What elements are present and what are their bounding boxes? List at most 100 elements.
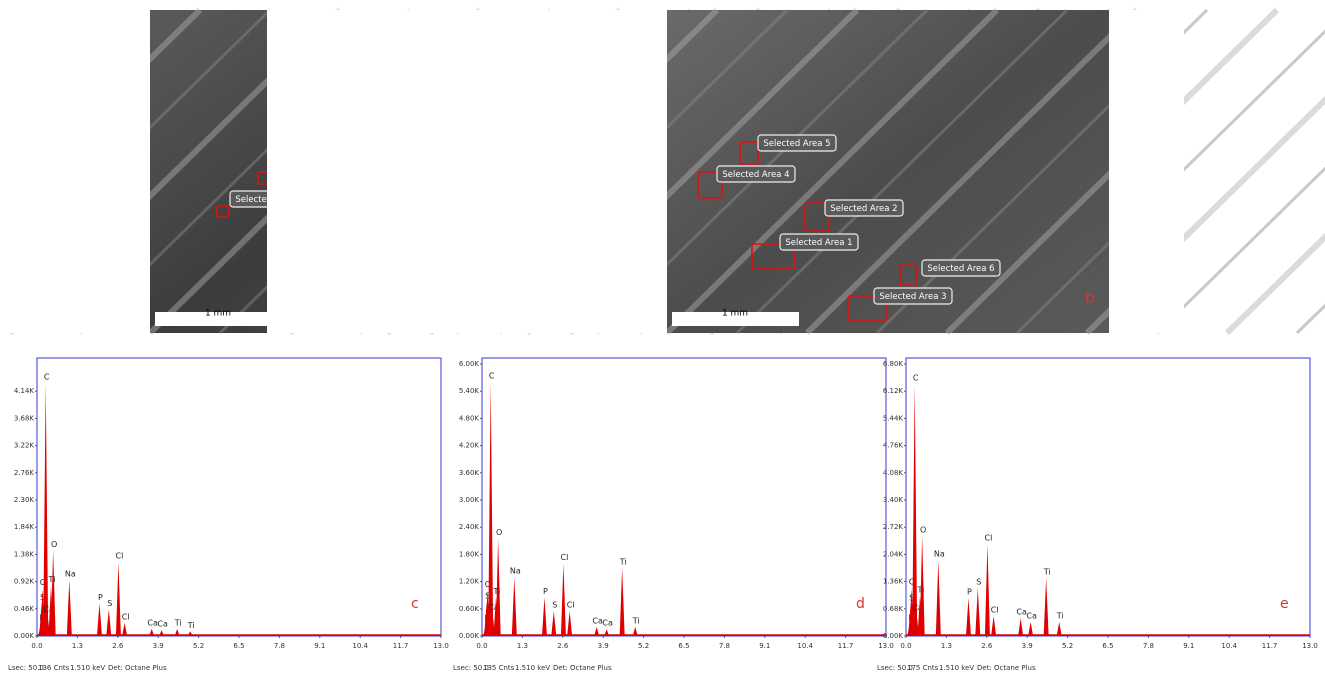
footer-text: Det: Octane Plus — [977, 664, 1036, 672]
x-tick-label: 10.4 — [1221, 642, 1237, 650]
panel-label: c — [411, 596, 419, 612]
peak-label: Ti — [174, 618, 182, 627]
peak-label: O — [51, 540, 57, 549]
y-tick-label: 3.68K — [14, 414, 35, 422]
y-tick-label: 4.76K — [883, 442, 904, 450]
footer-text: Det: Octane Plus — [108, 664, 167, 672]
peak-label: Na — [510, 567, 521, 576]
y-tick-label: 2.76K — [14, 469, 35, 477]
footer-text: Det: Octane Plus — [553, 664, 612, 672]
x-tick-label: 9.1 — [759, 642, 770, 650]
scale-bar-label: 1 mm — [205, 309, 231, 319]
y-tick-label: 0.60K — [459, 605, 480, 613]
y-tick-label: 3.60K — [459, 469, 480, 477]
y-tick-label: 2.04K — [883, 550, 904, 558]
peak-label: S — [976, 578, 981, 587]
panel-label: e — [1280, 596, 1289, 612]
x-tick-label: 6.5 — [233, 642, 244, 650]
scale-bar-base — [155, 319, 282, 326]
selected-area-label: Selected Area 2 — [830, 204, 897, 214]
peak-label: Na — [65, 569, 76, 578]
x-tick-label: 0.0 — [31, 642, 42, 650]
x-tick-label: 2.6 — [557, 642, 569, 650]
x-tick-label: 5.2 — [193, 642, 204, 650]
selected-area-label: Selected Area 5 — [763, 139, 830, 149]
x-tick-label: 9.1 — [1183, 642, 1194, 650]
footer-text: 1.510 keV — [939, 664, 974, 672]
peak-label: Cl — [991, 606, 999, 615]
x-tick-label: 3.9 — [1022, 642, 1033, 650]
x-tick-label: 5.2 — [1062, 642, 1073, 650]
peak-label: Ca — [157, 620, 168, 629]
peak-label: Cl — [985, 534, 993, 543]
scale-bar-base — [672, 319, 799, 326]
y-tick-label: 0.46K — [14, 605, 35, 613]
y-tick-label: 6.12K — [883, 387, 904, 395]
surface-ridge — [1227, 10, 1325, 333]
x-tick-label: 10.4 — [797, 642, 813, 650]
x-tick-label: 1.3 — [941, 642, 952, 650]
y-tick-label: 2.40K — [459, 523, 480, 531]
x-tick-label: 3.9 — [598, 642, 609, 650]
x-tick-label: 3.9 — [153, 642, 164, 650]
x-tick-label: 6.5 — [678, 642, 689, 650]
selected-area-label: Selected Area 6 — [927, 264, 994, 274]
peak-label: Ti — [632, 616, 640, 625]
y-tick-label: 6.00K — [459, 360, 480, 368]
x-tick-label: 5.2 — [638, 642, 649, 650]
x-tick-label: 2.6 — [112, 642, 124, 650]
y-tick-label: 3.22K — [14, 442, 35, 450]
x-tick-label: 11.7 — [838, 642, 854, 650]
peak-label: C — [44, 372, 50, 381]
y-tick-label: 0.68K — [883, 605, 904, 613]
y-tick-label: 1.38K — [14, 550, 35, 558]
footer-text: 135 Cnts — [483, 664, 515, 672]
x-tick-label: 6.5 — [1102, 642, 1113, 650]
footer-text: 136 Cnts — [38, 664, 70, 672]
y-tick-label: 6.80K — [883, 360, 904, 368]
y-tick-label: 1.36K — [883, 578, 904, 586]
x-tick-label: 13.0 — [878, 642, 894, 650]
y-tick-label: 2.30K — [14, 496, 35, 504]
y-tick-label: 0.92K — [14, 578, 35, 586]
peak-label: Cl — [116, 552, 124, 561]
y-tick-label: 0.00K — [883, 632, 904, 640]
peak-label: C — [913, 374, 919, 383]
x-tick-label: 1.3 — [72, 642, 83, 650]
peak-label: S — [107, 599, 112, 608]
y-tick-label: 1.80K — [459, 550, 480, 558]
micrograph-mask-l — [267, 10, 667, 333]
x-tick-label: 13.0 — [433, 642, 449, 650]
panel-label: b — [1085, 289, 1095, 307]
peak-label: Ti — [187, 621, 195, 630]
y-tick-label: 1.20K — [459, 578, 480, 586]
y-tick-label: 0.00K — [14, 632, 35, 640]
x-tick-label: 11.7 — [393, 642, 409, 650]
selected-area-label: Selected Area 1 — [785, 238, 852, 248]
peak-label: Ca — [602, 619, 613, 628]
y-tick-label: 5.40K — [459, 387, 480, 395]
panel-label: d — [856, 596, 865, 612]
peak-label: Cl — [567, 601, 575, 610]
peak-label: Ti — [1043, 568, 1051, 577]
x-tick-label: 1.3 — [517, 642, 528, 650]
peak-label: S — [552, 601, 557, 610]
x-tick-label: 7.8 — [274, 642, 285, 650]
peak-label: P — [98, 593, 103, 602]
x-tick-label: 7.8 — [1143, 642, 1154, 650]
y-tick-label: 4.80K — [459, 414, 480, 422]
micrograph-mask-l — [0, 10, 150, 333]
peak-label: Ca — [1026, 612, 1037, 621]
selected-area-label: Selected Area 4 — [722, 170, 789, 180]
peak-label: P — [967, 588, 972, 597]
y-tick-label: 1.84K — [14, 523, 35, 531]
x-tick-label: 2.6 — [981, 642, 993, 650]
peak-label: Ti — [48, 575, 56, 584]
x-tick-label: 11.7 — [1262, 642, 1278, 650]
x-tick-label: 13.0 — [1302, 642, 1318, 650]
peak-label: O — [920, 526, 926, 535]
y-tick-label: 4.14K — [14, 387, 35, 395]
scale-bar-label: 1 mm — [722, 309, 748, 319]
peak-label: Cl — [122, 612, 130, 621]
y-tick-label: 0.00K — [459, 632, 480, 640]
